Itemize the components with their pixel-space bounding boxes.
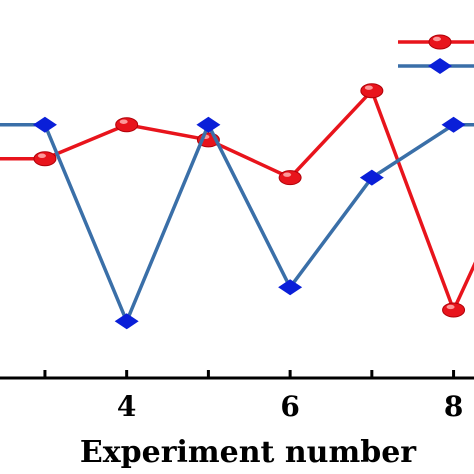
- series-1-point-3-highlight: [119, 119, 128, 124]
- series-1-point-6-highlight: [364, 85, 373, 90]
- series-1: [0, 83, 474, 318]
- series-1-point-2-highlight: [37, 153, 46, 158]
- x-tick-label-8: 8: [444, 390, 463, 423]
- series-1-line: [0, 87, 474, 315]
- x-axis-ticks: 4 6 8: [43, 370, 463, 423]
- series-2-point-2: [32, 116, 57, 133]
- series-2-point-6: [359, 169, 384, 186]
- legend: [398, 34, 474, 74]
- series-1-point-5-highlight: [283, 172, 292, 177]
- series-1-point-5: [278, 170, 302, 186]
- series-1-point-3: [115, 117, 139, 133]
- series-1-point-2: [33, 151, 57, 167]
- series-1-point-7: [442, 302, 466, 318]
- x-tick-label-4: 4: [117, 390, 136, 423]
- x-axis-title: Experiment number: [80, 435, 417, 470]
- series-2-point-3: [114, 313, 139, 330]
- x-tick-label-6: 6: [280, 390, 299, 423]
- series-1-point-7-highlight: [446, 304, 455, 310]
- legend-entry-1: [398, 34, 474, 50]
- series-2-point-7: [441, 116, 466, 133]
- legend-entry-2: [398, 58, 474, 74]
- series-layer: [0, 83, 474, 330]
- legend-marker-2: [428, 58, 452, 74]
- series-2-point-4: [196, 116, 221, 133]
- legend-marker-1: [428, 34, 452, 50]
- series-1-point-6: [360, 83, 384, 99]
- series-2-line: [0, 120, 474, 326]
- legend-marker-1-highlight: [433, 36, 441, 42]
- series-2-point-5: [278, 279, 303, 296]
- series-2: [0, 116, 474, 330]
